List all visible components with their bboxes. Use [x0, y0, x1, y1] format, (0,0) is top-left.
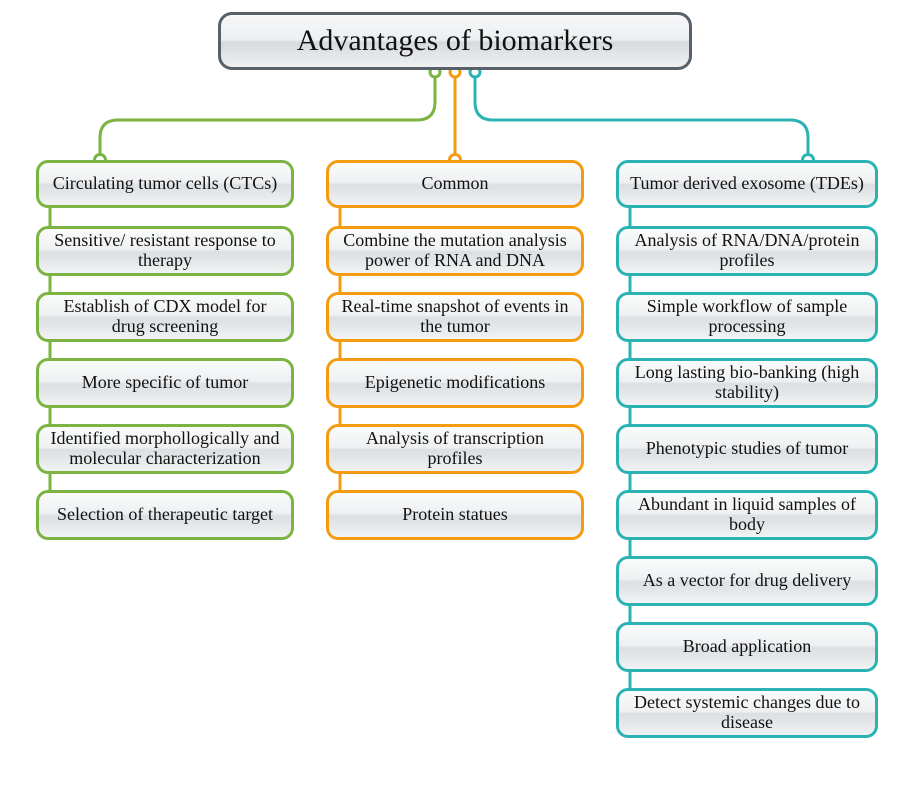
- node-tde-5: Abundant in liquid samples of body: [616, 490, 878, 540]
- node-label: Detect systemic changes due to disease: [627, 693, 867, 733]
- node-label: Identified morphollogically and molecula…: [47, 429, 283, 469]
- node-label: Real-time snapshot of events in the tumo…: [337, 297, 573, 337]
- node-label: More specific of tumor: [82, 373, 248, 393]
- node-label: Tumor derived exosome (TDEs): [630, 174, 864, 194]
- node-label: Abundant in liquid samples of body: [627, 495, 867, 535]
- node-label: Common: [421, 174, 488, 194]
- node-label: Circulating tumor cells (CTCs): [53, 174, 277, 194]
- node-label: Selection of therapeutic target: [57, 505, 273, 525]
- node-tde-3: Long lasting bio-banking (high stability…: [616, 358, 878, 408]
- node-common-4: Analysis of transcription profiles: [326, 424, 584, 474]
- node-common-2: Real-time snapshot of events in the tumo…: [326, 292, 584, 342]
- node-label: Phenotypic studies of tumor: [646, 439, 848, 459]
- node-label: Long lasting bio-banking (high stability…: [627, 363, 867, 403]
- title-box: Advantages of biomarkers: [218, 12, 692, 70]
- node-tde-6: As a vector for drug delivery: [616, 556, 878, 606]
- node-label: Sensitive/ resistant response to therapy: [47, 231, 283, 271]
- node-ctc-4: Identified morphollogically and molecula…: [36, 424, 294, 474]
- node-common-1: Combine the mutation analysis power of R…: [326, 226, 584, 276]
- node-label: Protein statues: [402, 505, 508, 525]
- column-header-common: Common: [326, 160, 584, 208]
- branch-connector: [475, 70, 808, 160]
- node-ctc-3: More specific of tumor: [36, 358, 294, 408]
- node-tde-1: Analysis of RNA/DNA/protein profiles: [616, 226, 878, 276]
- node-tde-4: Phenotypic studies of tumor: [616, 424, 878, 474]
- node-label: Combine the mutation analysis power of R…: [337, 231, 573, 271]
- node-label: Analysis of transcription profiles: [337, 429, 573, 469]
- node-label: Establish of CDX model for drug screenin…: [47, 297, 283, 337]
- node-label: As a vector for drug delivery: [643, 571, 851, 591]
- node-tde-8: Detect systemic changes due to disease: [616, 688, 878, 738]
- node-label: Broad application: [683, 637, 811, 657]
- node-label: Analysis of RNA/DNA/protein profiles: [627, 231, 867, 271]
- node-common-5: Protein statues: [326, 490, 584, 540]
- node-common-3: Epigenetic modifications: [326, 358, 584, 408]
- node-tde-2: Simple workflow of sample processing: [616, 292, 878, 342]
- node-tde-7: Broad application: [616, 622, 878, 672]
- node-label: Epigenetic modifications: [365, 373, 545, 393]
- diagram-canvas: Advantages of biomarkers Circulating tumo…: [0, 0, 911, 806]
- column-header-tde: Tumor derived exosome (TDEs): [616, 160, 878, 208]
- branch-connector: [100, 70, 435, 160]
- node-ctc-5: Selection of therapeutic target: [36, 490, 294, 540]
- node-ctc-1: Sensitive/ resistant response to therapy: [36, 226, 294, 276]
- column-header-ctc: Circulating tumor cells (CTCs): [36, 160, 294, 208]
- title-text: Advantages of biomarkers: [297, 24, 614, 58]
- node-label: Simple workflow of sample processing: [627, 297, 867, 337]
- node-ctc-2: Establish of CDX model for drug screenin…: [36, 292, 294, 342]
